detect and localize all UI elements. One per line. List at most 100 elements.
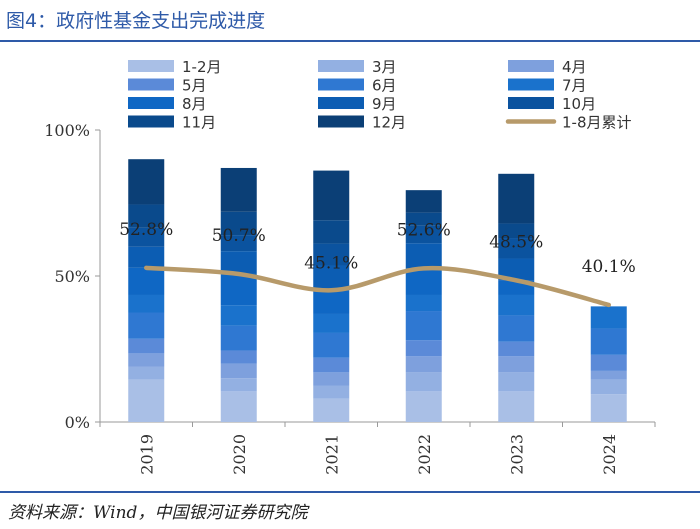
legend-swatch	[318, 97, 364, 109]
bar-segment	[220, 378, 257, 392]
bar-segment	[405, 212, 442, 226]
bar-segment	[590, 394, 627, 422]
bar-segment	[128, 379, 165, 422]
bar-segment	[498, 372, 535, 392]
legend-label: 9月	[372, 95, 397, 113]
legend-swatch	[318, 60, 364, 72]
legend-label: 8月	[182, 95, 207, 113]
bar-segment	[498, 258, 535, 281]
data-label: 45.1%	[304, 253, 358, 273]
bar-segment	[498, 173, 535, 224]
bar-segment	[220, 211, 257, 236]
legend-swatch	[508, 97, 554, 109]
legend-swatch	[128, 78, 174, 91]
data-label: 52.8%	[119, 220, 173, 240]
bar-segment	[405, 311, 442, 341]
bar-segment	[498, 223, 535, 239]
legend-swatch	[318, 78, 364, 91]
bar-segment	[220, 350, 257, 364]
bar-segment	[405, 190, 442, 213]
title-rule	[0, 40, 700, 42]
legend-swatch	[128, 115, 174, 128]
bar-segment	[313, 265, 350, 291]
data-label: 48.5%	[489, 232, 543, 252]
cumulative-line	[144, 265, 611, 308]
bar-segment	[405, 372, 442, 392]
bar-segment	[590, 370, 627, 380]
bar-segment	[128, 312, 165, 339]
bar-segment	[313, 385, 350, 399]
bar-segment	[128, 204, 165, 228]
x-tick-label: 2023	[507, 434, 526, 475]
legend-swatch	[128, 60, 174, 72]
legend-label: 11月	[182, 114, 216, 132]
y-tick-label: 0%	[65, 413, 90, 432]
legend-label: 1-2月	[182, 58, 222, 76]
bar-segment	[128, 246, 165, 268]
bar-segment	[128, 227, 165, 247]
legend-swatch	[508, 78, 554, 91]
bar-segment	[313, 398, 350, 422]
bar-segment	[220, 273, 257, 306]
bar-segment	[128, 338, 165, 354]
bar-segment	[498, 238, 535, 259]
data-label: 50.7%	[212, 226, 266, 246]
chart-title: 图4：政府性基金支出完成进度	[6, 10, 266, 32]
bar-segment	[313, 313, 350, 333]
bar-segment	[498, 315, 535, 342]
stacked-bar-chart: 1-2月 3月 4月 5月 6月 7月 8月 9月 10月 11月 12月 1-8月累计 0% 50% 1…	[44, 58, 656, 475]
bar-segment	[220, 363, 257, 379]
bar-segment	[313, 372, 350, 386]
legend-label: 12月	[372, 114, 406, 132]
x-tick-label: 2021	[322, 434, 341, 475]
legend-swatch	[128, 97, 174, 109]
bar-segment	[590, 306, 627, 329]
legend-label: 4月	[562, 58, 587, 76]
bar-segment	[313, 290, 350, 314]
y-tick-label: 50%	[54, 267, 90, 286]
source-note: 资料来源：Wind，中国银河证券研究院	[8, 503, 308, 523]
bar-segment	[220, 391, 257, 422]
legend-label: 5月	[182, 77, 207, 95]
bar-segment	[313, 332, 350, 358]
bar-segment	[220, 305, 257, 326]
x-tick-label: 2022	[415, 434, 434, 475]
bar-segment	[405, 294, 442, 312]
x-tick-label: 2019	[137, 434, 156, 475]
source-rule	[0, 491, 700, 493]
bar-segment	[498, 341, 535, 357]
legend-label: 3月	[372, 58, 397, 76]
data-label: 40.1%	[582, 257, 636, 277]
bar-segment	[128, 159, 165, 205]
bar-segment	[220, 325, 257, 351]
bar-segment	[590, 379, 627, 395]
bar-segment	[405, 391, 442, 422]
bar-segment	[590, 354, 627, 371]
bar-segment	[405, 356, 442, 373]
legend: 1-2月 3月 4月 5月 6月 7月 8月 9月 10月 11月 12月 1-8月累计	[128, 58, 632, 132]
bar-segment	[498, 294, 535, 316]
y-tick-label: 100%	[44, 121, 90, 140]
x-tick-label: 2024	[600, 434, 619, 475]
plot-area: 0% 50% 100% 2019 2020 2021 2022 2023 2024 52.8% 50…	[44, 121, 656, 475]
bar-segment	[590, 328, 627, 355]
legend-swatch	[508, 60, 554, 72]
legend-label: 1-8月累计	[562, 114, 632, 132]
bar-segment	[313, 170, 350, 221]
bar-segment	[405, 225, 442, 244]
bar-segment	[498, 356, 535, 373]
x-tick-label: 2020	[230, 434, 249, 475]
bar-segment	[220, 251, 257, 274]
bar-segment	[498, 391, 535, 422]
bar-segment	[405, 268, 442, 295]
legend-swatch	[318, 115, 364, 128]
bar-segment	[128, 353, 165, 367]
bar-segment	[220, 235, 257, 252]
bar-segment	[128, 267, 165, 295]
bar-segment	[220, 167, 257, 212]
bar-segment	[405, 340, 442, 357]
legend-label: 10月	[562, 95, 596, 113]
data-label: 52.6%	[397, 220, 451, 240]
bar-segment	[128, 294, 165, 313]
legend-label: 7月	[562, 77, 587, 95]
